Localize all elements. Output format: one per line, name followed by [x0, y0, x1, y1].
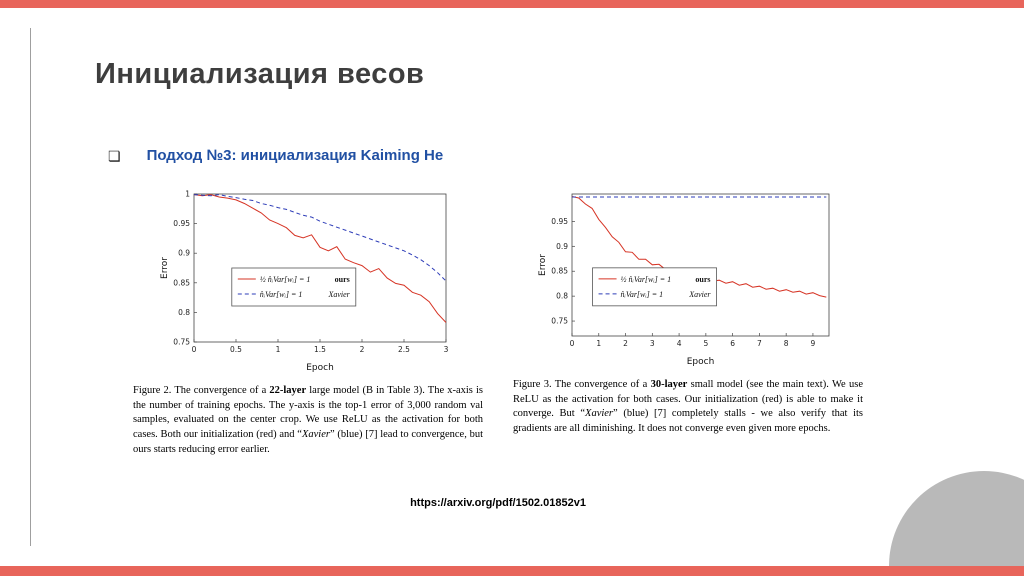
top-accent-bar — [0, 0, 1024, 8]
svg-text:Xavier: Xavier — [688, 290, 711, 299]
svg-text:2: 2 — [623, 339, 628, 348]
slide-left-border — [30, 28, 31, 546]
svg-text:0.5: 0.5 — [230, 345, 242, 354]
svg-text:8: 8 — [783, 339, 788, 348]
slide-title: Инициализация весов — [95, 58, 425, 90]
svg-text:2.5: 2.5 — [398, 345, 410, 354]
figure-3-chart: 0 1 2 3 4 5 6 7 8 9 0.75 0.8 0.85 0.9 0.95 Epoch Error ½ … — [535, 186, 841, 368]
svg-text:Epoch: Epoch — [306, 363, 334, 373]
svg-text:5: 5 — [703, 339, 708, 348]
svg-text:0.8: 0.8 — [556, 292, 568, 301]
svg-text:0: 0 — [192, 345, 197, 354]
svg-text:0.75: 0.75 — [551, 317, 568, 326]
bullet-item: ❏ Подход №3: инициализация Kaiming He — [108, 147, 443, 164]
svg-text:0.85: 0.85 — [173, 278, 190, 287]
svg-text:ours: ours — [335, 275, 350, 284]
figure-3: 0 1 2 3 4 5 6 7 8 9 0.75 0.8 0.85 0.9 0.95 Epoch Error ½ … — [513, 186, 863, 457]
svg-text:7: 7 — [757, 339, 762, 348]
svg-text:0.9: 0.9 — [556, 242, 568, 251]
svg-text:½ n̂ᵢVar[wᵢ] = 1: ½ n̂ᵢVar[wᵢ] = 1 — [620, 275, 671, 284]
svg-text:Error: Error — [538, 254, 548, 276]
svg-text:ours: ours — [695, 275, 710, 284]
corner-decoration-circle — [889, 471, 1024, 576]
svg-text:1.5: 1.5 — [314, 345, 326, 354]
svg-text:Epoch: Epoch — [686, 357, 714, 367]
svg-text:0.95: 0.95 — [173, 219, 190, 228]
svg-text:4: 4 — [676, 339, 681, 348]
bottom-accent-bar — [0, 566, 1024, 576]
svg-text:0.85: 0.85 — [551, 267, 568, 276]
svg-text:0: 0 — [569, 339, 574, 348]
svg-text:6: 6 — [730, 339, 735, 348]
svg-text:9: 9 — [810, 339, 815, 348]
svg-text:3: 3 — [649, 339, 654, 348]
svg-text:3: 3 — [444, 345, 449, 354]
svg-text:0.9: 0.9 — [178, 249, 190, 258]
svg-text:1: 1 — [596, 339, 601, 348]
svg-text:1: 1 — [185, 190, 190, 199]
svg-text:0.75: 0.75 — [173, 338, 190, 347]
svg-text:n̂ᵢVar[wᵢ] = 1: n̂ᵢVar[wᵢ] = 1 — [260, 290, 303, 299]
figure-2-chart: 0 0.5 1 1.5 2 2.5 3 0.75 0.8 0.85 0.9 0.95 1 Epoch Err… — [158, 186, 458, 374]
figures-container: 0 0.5 1 1.5 2 2.5 3 0.75 0.8 0.85 0.9 0.95 1 Epoch Err… — [133, 186, 863, 457]
bullet-square-icon: ❏ — [108, 147, 121, 164]
bullet-text: Подход №3: инициализация Kaiming He — [146, 147, 444, 164]
svg-text:0.8: 0.8 — [178, 308, 190, 317]
svg-text:0.95: 0.95 — [551, 217, 568, 226]
source-url[interactable]: https://arxiv.org/pdf/1502.01852v1 — [410, 497, 586, 509]
svg-text:2: 2 — [360, 345, 365, 354]
figure-2: 0 0.5 1 1.5 2 2.5 3 0.75 0.8 0.85 0.9 0.95 1 Epoch Err… — [133, 186, 483, 457]
figure-3-caption: Figure 3. The convergence of a 30-layer … — [513, 379, 863, 435]
svg-text:Xavier: Xavier — [327, 290, 350, 299]
figure-2-caption: Figure 2. The convergence of a 22-layer … — [133, 385, 483, 455]
svg-text:1: 1 — [276, 345, 281, 354]
svg-text:n̂ᵢVar[wᵢ] = 1: n̂ᵢVar[wᵢ] = 1 — [620, 290, 663, 299]
svg-text:Error: Error — [160, 257, 170, 279]
svg-text:½ n̂ᵢVar[wᵢ] = 1: ½ n̂ᵢVar[wᵢ] = 1 — [260, 275, 311, 284]
